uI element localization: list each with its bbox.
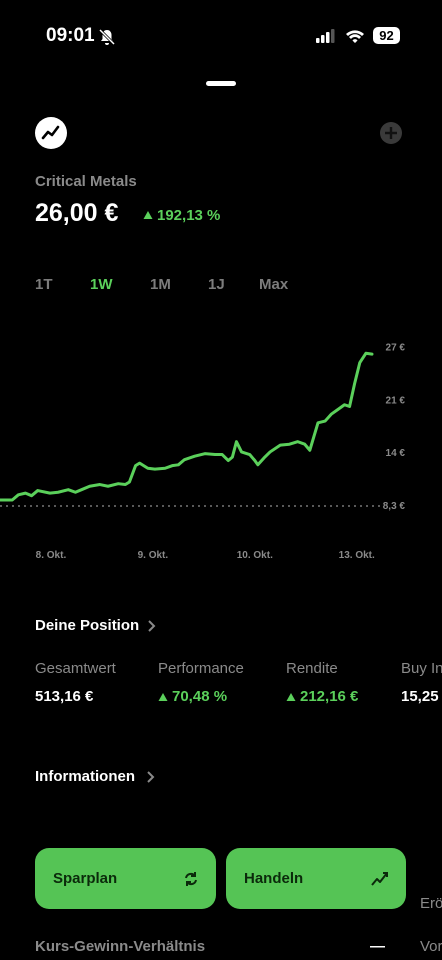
y-tick-label: 14 € [386,448,406,459]
button-label: Sparplan [53,870,118,887]
y-tick-label: 8,3 € [383,501,406,512]
info-label: Erö [420,895,442,912]
y-tick-label: 27 € [386,343,406,354]
add-button[interactable] [380,122,402,144]
x-tick-label: 10. Okt. [237,550,273,561]
trade-button[interactable]: Handeln [226,848,406,909]
signal-wifi [316,29,364,43]
up-arrow [158,693,168,701]
savings-plan-button[interactable]: Sparplan [35,848,216,909]
info-value: — [370,938,385,955]
price-chart: 8,3 € 14 € 21 € 27 € 8. Okt. 9. Okt. 10. Okt. 1… [0,343,406,561]
stat-value: 70,48 % [172,688,228,705]
stat-label: Rendite [286,660,338,677]
trade-icon [371,872,388,886]
x-tick-label: 8. Okt. [36,550,67,561]
range-tab[interactable]: 1T [35,276,53,293]
y-tick-label: 21 € [386,395,406,406]
range-tab-active[interactable]: 1W [90,276,113,293]
mute-icon [98,28,116,46]
repeat-icon [185,872,197,886]
section-title[interactable]: Deine Position [35,617,140,634]
info-label: Kurs-Gewinn-Verhältnis [35,938,206,955]
chevron [148,620,156,632]
section-title[interactable]: Informationen [35,768,135,785]
range-tab[interactable]: 1M [150,276,171,293]
stat-value: 15,25 [401,688,439,705]
stat-value: 513,16 € [35,688,94,705]
asset-name: Critical Metals [35,173,137,190]
price-change: 192,13 % [157,207,221,224]
battery: 92 [373,27,400,44]
button-label: Handeln [244,870,304,887]
logo [35,117,67,149]
range-tab[interactable]: Max [259,276,289,293]
up-arrow [286,693,296,701]
sheet-handle[interactable] [206,81,236,86]
info-label: Vor [420,938,442,955]
stat-value: 212,16 € [300,688,359,705]
stat-label: Performance [158,660,244,677]
x-tick-label: 13. Okt. [339,550,375,561]
price: 26,00 € [35,199,119,227]
up-arrow [143,211,153,219]
stat-label: Gesamtwert [35,660,116,677]
range-tab[interactable]: 1J [208,276,225,293]
stat-label: Buy In [401,660,442,677]
status-time: 09:01 [46,25,95,46]
price-line [0,351,374,502]
chevron [147,771,155,783]
x-tick-label: 9. Okt. [138,550,169,561]
